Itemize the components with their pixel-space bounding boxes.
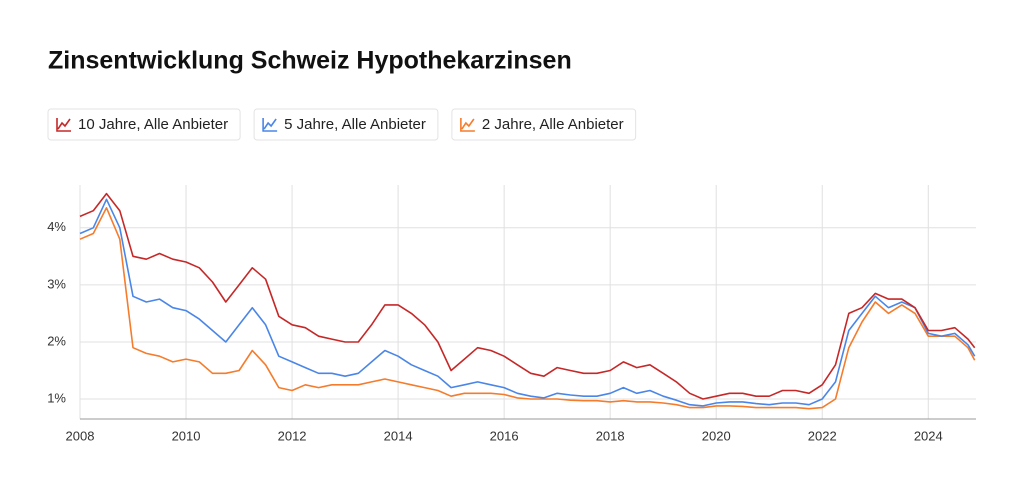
x-tick-label: 2008 bbox=[66, 428, 95, 443]
legend: 10 Jahre, Alle Anbieter 5 Jahre, Alle Anb… bbox=[47, 108, 637, 141]
y-tick-label: 4% bbox=[47, 219, 66, 234]
series-line bbox=[79, 207, 976, 410]
legend-item[interactable]: 10 Jahre, Alle Anbieter bbox=[47, 108, 241, 141]
x-tick-label: 2014 bbox=[384, 428, 413, 443]
legend-label[interactable]: 10 Jahre, Alle Anbieter bbox=[78, 116, 228, 133]
legend-item[interactable]: 5 Jahre, Alle Anbieter bbox=[253, 108, 439, 141]
legend-icon bbox=[460, 118, 475, 132]
legend-item[interactable]: 2 Jahre, Alle Anbieter bbox=[451, 108, 637, 141]
y-tick-label: 3% bbox=[47, 276, 66, 291]
legend-label[interactable]: 5 Jahre, Alle Anbieter bbox=[284, 116, 426, 133]
legend-box[interactable] bbox=[47, 108, 241, 141]
y-tick-label: 2% bbox=[47, 333, 66, 348]
x-tick-label: 2010 bbox=[172, 428, 201, 443]
x-tick-label: 2024 bbox=[914, 428, 943, 443]
series-line bbox=[79, 198, 976, 407]
x-tick-label: 2020 bbox=[702, 428, 731, 443]
legend-icon bbox=[56, 118, 71, 132]
legend-label[interactable]: 2 Jahre, Alle Anbieter bbox=[482, 116, 624, 133]
chart-title: Zinsentwicklung Schweiz Hypothekarzinsen bbox=[48, 47, 572, 75]
series-line bbox=[79, 192, 976, 400]
grid: 1% 2% 3% 4% 2008 2010 2012 2014 2016 2018 2020 2022… bbox=[47, 185, 976, 443]
y-tick-label: 1% bbox=[47, 390, 66, 405]
x-tick-label: 2016 bbox=[490, 428, 519, 443]
legend-box[interactable] bbox=[253, 108, 439, 141]
legend-box[interactable] bbox=[451, 108, 637, 141]
legend-icon bbox=[262, 118, 278, 132]
x-tick-label: 2012 bbox=[278, 428, 307, 443]
plot-lines bbox=[79, 192, 976, 410]
x-tick-label: 2022 bbox=[808, 428, 837, 443]
x-tick-label: 2018 bbox=[596, 428, 625, 443]
